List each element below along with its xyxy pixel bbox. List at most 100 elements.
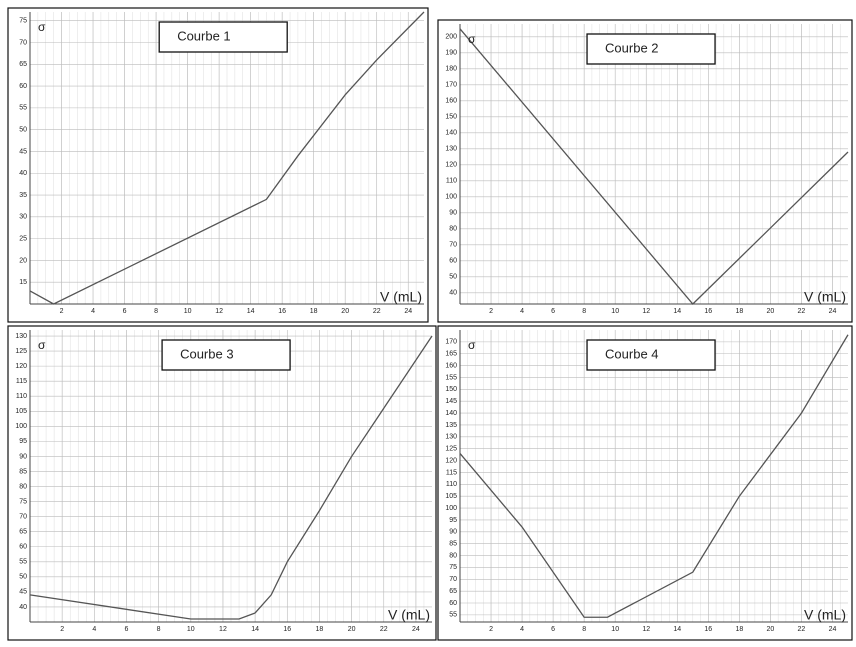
y-tick-label: 45	[19, 589, 27, 596]
x-tick-label: 6	[125, 626, 129, 633]
data-line	[29, 335, 433, 620]
x-tick-label: 20	[767, 308, 775, 315]
chart-panel: 2 4 6 8 10 12 14 16 18 20 22 2455606570758085909510…	[437, 325, 853, 641]
x-tick-label: 22	[373, 308, 381, 315]
x-axis-label: V (mL)	[804, 289, 846, 305]
panel-frame	[437, 19, 853, 323]
y-tick-label: 130	[445, 434, 457, 441]
y-tick-label: 65	[449, 588, 457, 595]
x-tick-label: 8	[582, 308, 586, 315]
x-tick-label: 2	[489, 308, 493, 315]
x-tick-label: 18	[735, 308, 743, 315]
y-tick-label: 120	[445, 457, 457, 464]
y-tick-label: 95	[19, 438, 27, 445]
x-tick-label: 4	[520, 308, 524, 315]
y-tick-label: 170	[445, 339, 457, 346]
y-tick-label: 40	[19, 604, 27, 611]
y-tick-label: 100	[445, 194, 457, 201]
chart-panel: 2 4 6 8 10 12 14 16 18 20 22 2415202530354045505560…	[7, 7, 429, 323]
y-tick-label: 140	[445, 130, 457, 137]
y-tick-label: 190	[445, 50, 457, 57]
y-tick-label: 170	[445, 82, 457, 89]
chart-panel: 2 4 6 8 10 12 14 16 18 20 22 2440455055606570758085…	[7, 325, 437, 641]
y-tick-label: 75	[19, 18, 27, 25]
y-tick-label: 60	[19, 83, 27, 90]
y-tick-label: 40	[19, 170, 27, 177]
y-tick-label: 55	[19, 559, 27, 566]
y-tick-label: 90	[19, 453, 27, 460]
y-tick-label: 65	[19, 61, 27, 68]
chart-panel: 2 4 6 8 10 12 14 16 18 20 22 2440506070809010011012…	[437, 19, 853, 323]
x-tick-label: 4	[520, 626, 524, 633]
y-tick-label: 60	[19, 544, 27, 551]
x-tick-label: 12	[219, 626, 227, 633]
y-tick-label: 155	[445, 374, 457, 381]
y-tick-label: 125	[445, 446, 457, 453]
y-tick-label: 25	[19, 235, 27, 242]
x-tick-label: 6	[551, 308, 555, 315]
annotation-box	[158, 21, 288, 53]
annotation: Courbe 4	[605, 346, 658, 361]
y-tick-label: 110	[446, 481, 457, 488]
x-tick-label: 16	[283, 626, 291, 633]
y-tick-label: 60	[449, 258, 457, 265]
y-tick-label: 40	[449, 290, 457, 297]
x-tick-label: 18	[735, 626, 743, 633]
x-tick-label: 22	[798, 626, 806, 633]
x-tick-label: 14	[673, 308, 681, 315]
y-tick-label: 45	[19, 148, 27, 155]
y-tick-label: 180	[445, 66, 457, 73]
x-tick-label: 2	[489, 626, 493, 633]
y-tick-label: 20	[19, 257, 27, 264]
y-tick-label: 85	[449, 541, 457, 548]
y-tick-label: 100	[15, 423, 27, 430]
y-tick-label: 140	[445, 410, 457, 417]
y-axis-label: σ	[38, 338, 46, 352]
y-tick-label: 160	[445, 98, 457, 105]
data-line	[29, 11, 425, 305]
x-tick-label: 12	[642, 308, 650, 315]
x-axis-label: V (mL)	[388, 607, 430, 623]
x-tick-label: 24	[829, 626, 837, 633]
y-tick-label: 60	[449, 600, 457, 607]
x-tick-label: 24	[829, 308, 837, 315]
x-tick-label: 16	[704, 626, 712, 633]
y-tick-label: 70	[19, 39, 27, 46]
y-axis-label: σ	[468, 32, 476, 46]
x-tick-label: 12	[215, 308, 223, 315]
y-tick-label: 30	[19, 214, 27, 221]
panel-frame	[437, 325, 853, 641]
x-tick-label: 18	[316, 626, 324, 633]
x-tick-label: 14	[673, 626, 681, 633]
y-tick-label: 55	[19, 105, 27, 112]
x-axis-label: V (mL)	[804, 607, 846, 623]
x-tick-label: 10	[184, 308, 192, 315]
y-tick-label: 80	[449, 552, 457, 559]
annotation-box	[161, 339, 291, 371]
y-tick-label: 90	[449, 529, 457, 536]
x-tick-label: 22	[798, 308, 806, 315]
x-tick-label: 4	[92, 626, 96, 633]
x-tick-label: 6	[123, 308, 127, 315]
x-tick-label: 20	[767, 626, 775, 633]
y-tick-label: 75	[449, 564, 457, 571]
y-tick-label: 130	[15, 333, 27, 340]
annotation: Courbe 1	[177, 28, 230, 43]
y-tick-label: 105	[15, 408, 27, 415]
y-tick-label: 120	[15, 363, 27, 370]
annotation-box	[586, 33, 716, 65]
panel-frame	[7, 325, 437, 641]
x-tick-label: 2	[60, 626, 64, 633]
y-tick-label: 65	[19, 529, 27, 536]
y-tick-label: 110	[446, 178, 457, 185]
y-tick-label: 100	[445, 505, 457, 512]
y-tick-label: 55	[449, 612, 457, 619]
y-tick-label: 70	[449, 576, 457, 583]
y-axis-label: σ	[468, 338, 476, 352]
x-tick-label: 12	[642, 626, 650, 633]
x-tick-label: 20	[341, 308, 349, 315]
x-tick-label: 8	[582, 626, 586, 633]
x-tick-label: 14	[251, 626, 259, 633]
x-tick-label: 2	[60, 308, 64, 315]
x-tick-label: 8	[157, 626, 161, 633]
